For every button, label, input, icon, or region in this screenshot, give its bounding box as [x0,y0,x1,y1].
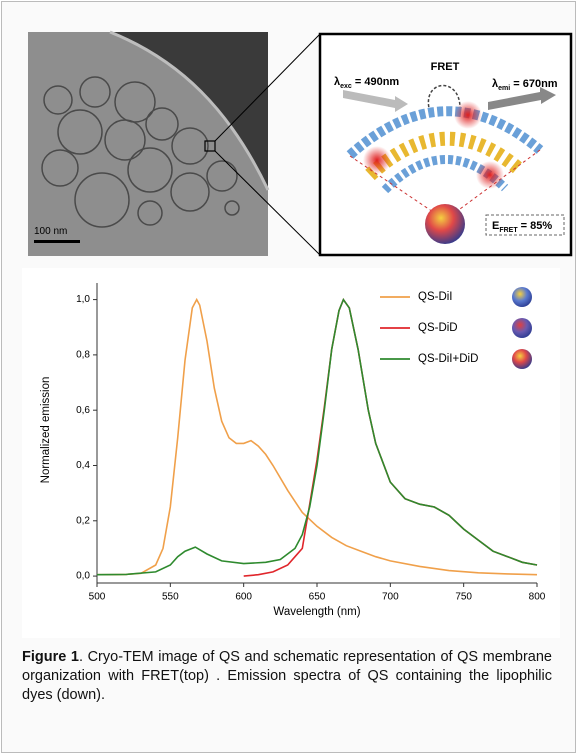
y-tick-label: 0,0 [76,571,90,582]
figure: 100 nm FRET λexc = 490nm λemi = 670nm EF… [0,0,577,640]
x-tick-label: 800 [529,592,546,603]
text: = 85% [518,220,553,232]
x-tick-label: 650 [309,592,326,603]
x-tick-label: 700 [382,592,399,603]
page: 100 nm FRET λexc = 490nm λemi = 670nm EF… [0,0,577,754]
x-tick-label: 750 [455,592,472,603]
x-tick-label: 550 [162,592,179,603]
text: = 670nm [510,78,558,90]
x-axis-label: Wavelength (nm) [273,606,360,618]
schematic: FRET λexc = 490nm λemi = 670nm EFRET = 8… [320,34,571,255]
symbol: E [492,220,499,232]
y-axis-label: Normalized emission [40,377,52,484]
legend-label: QS-DiD [418,322,458,334]
y-tick-label: 0,6 [76,405,90,416]
scale-bar-label: 100 nm [34,226,67,237]
y-tick-label: 1,0 [76,294,90,305]
legend-label: QS-DiI [418,291,453,303]
y-tick-label: 0,8 [76,350,90,361]
y-tick-label: 0,2 [76,515,90,526]
subscript: emi [498,85,510,92]
x-tick-label: 600 [235,592,252,603]
legend-icon [512,318,532,338]
subscript: FRET [499,227,518,234]
text: = 490nm [352,76,400,88]
tem-image: 100 nm [28,32,320,256]
caption: Figure 1. Cryo-TEM image of QS and schem… [22,648,552,705]
y-tick-label: 0,4 [76,460,90,471]
subscript: exc [340,83,352,90]
x-tick-label: 500 [89,592,106,603]
legend-icon [512,349,532,369]
caption-label: Figure 1 [22,649,79,665]
caption-text: . Cryo-TEM image of QS and schematic rep… [22,649,552,703]
legend-label: QS-DiI+DiD [418,353,478,365]
legend-icon [512,287,532,307]
fret-label: FRET [431,61,460,73]
